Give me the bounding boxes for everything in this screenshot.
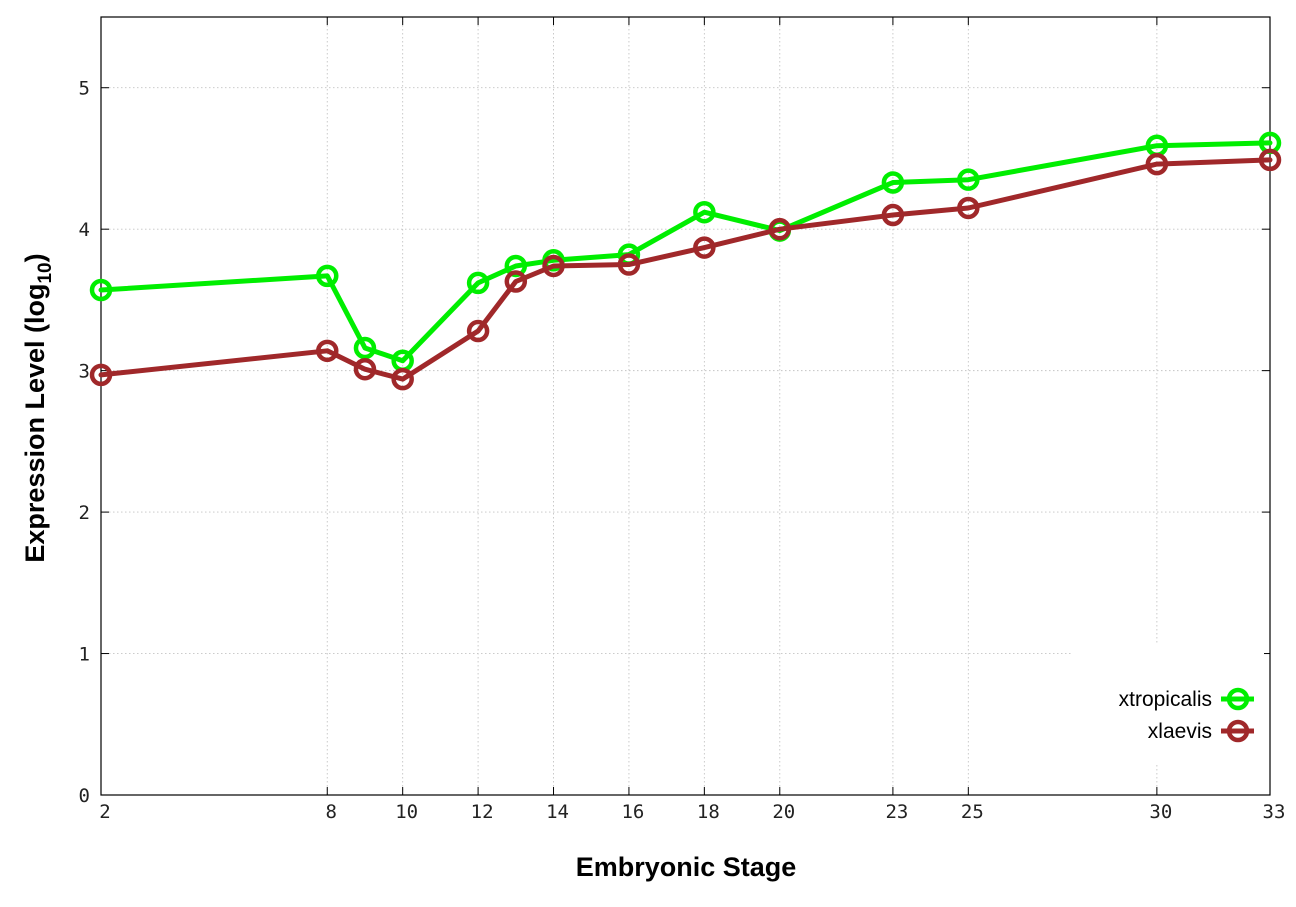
x-tick-label: 23 [885, 801, 908, 823]
y-tick-label: 2 [79, 502, 90, 524]
legend-label: xtropicalis [1119, 688, 1212, 711]
legend-label: xlaevis [1148, 720, 1212, 743]
legend: xtropicalis xlaevis [1072, 645, 1264, 765]
data-point [881, 171, 905, 194]
legend-swatch-marker [1226, 719, 1250, 743]
y-tick-label: 3 [79, 361, 90, 383]
x-tick-label: 8 [326, 801, 337, 823]
y-tick-label: 1 [79, 644, 90, 666]
x-tick-label: 20 [772, 801, 795, 823]
data-point [957, 168, 980, 191]
x-tick-label: 16 [621, 801, 644, 823]
data-point [353, 357, 377, 381]
x-tick-label: 2 [99, 801, 110, 823]
y-axis-title: Expression Level (log10) [20, 253, 56, 562]
plot-frame [100, 16, 1271, 796]
x-tick-label: 10 [395, 801, 418, 823]
data-point [316, 264, 339, 288]
data-point [353, 336, 377, 360]
legend-item-xtropicalis: xtropicalis [1119, 687, 1254, 711]
data-point [542, 254, 565, 278]
legend-swatch-marker [1226, 687, 1250, 711]
series-line [98, 140, 1273, 364]
data-point [89, 278, 113, 302]
data-point [1258, 148, 1282, 172]
x-axis-title: Embryonic Stage [576, 852, 797, 882]
data-point [957, 196, 980, 220]
x-tick-label: 12 [471, 801, 494, 823]
data-point [693, 200, 716, 224]
x-tick-label: 30 [1149, 801, 1172, 823]
data-point [316, 339, 339, 363]
data-point [693, 236, 716, 259]
data-point [391, 367, 414, 391]
data-point [617, 253, 641, 276]
legend-item-xlaevis: xlaevis [1148, 719, 1254, 743]
y-tick-label: 4 [79, 219, 90, 241]
data-point [1145, 152, 1169, 176]
y-axis-title-subscript: 10 [35, 262, 56, 283]
data-point [504, 254, 528, 278]
series-line [98, 157, 1273, 382]
data-point [89, 363, 113, 387]
x-tick-label: 25 [961, 801, 984, 823]
x-tick-label: 18 [697, 801, 720, 823]
y-axis-title-close: ) [20, 253, 50, 262]
x-tick-label: 33 [1263, 801, 1286, 823]
series-xlaevis [89, 148, 1282, 391]
data-point [466, 271, 490, 295]
y-tick-label: 0 [79, 785, 90, 807]
y-axis-title-main: Expression Level (log [20, 284, 50, 563]
x-tick-label: 14 [546, 801, 569, 823]
data-point [504, 270, 528, 293]
y-tick-label: 5 [79, 78, 90, 100]
series [89, 131, 1282, 391]
data-point [881, 203, 905, 227]
data-point [466, 319, 490, 343]
data-point [768, 217, 792, 241]
